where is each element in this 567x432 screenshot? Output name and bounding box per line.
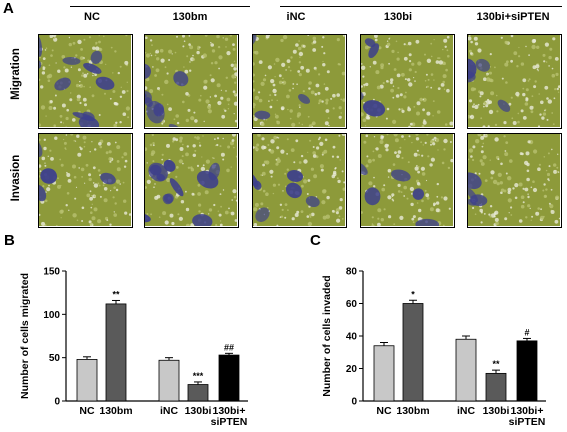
y-tick-label: 80 xyxy=(346,267,358,278)
significance-label: # xyxy=(524,327,529,337)
bar xyxy=(105,303,127,402)
x-tick-label: 130bi+ xyxy=(213,405,246,417)
bar xyxy=(516,340,538,402)
micrograph-invasion-2 xyxy=(252,133,347,228)
y-tick-label: 0 xyxy=(54,397,60,408)
micrograph-migration-4 xyxy=(467,34,562,129)
y-tick-label: 50 xyxy=(49,353,61,364)
micrograph-invasion-3 xyxy=(360,133,455,228)
y-tick-label: 100 xyxy=(43,310,60,321)
x-tick-label: iNC xyxy=(457,405,476,417)
bar xyxy=(218,354,240,402)
x-tick-label: NC xyxy=(376,405,392,417)
y-tick-label: 20 xyxy=(346,364,358,375)
x-tick-label: 130bm xyxy=(396,405,429,417)
micrograph-migration-1 xyxy=(144,34,239,129)
x-tick-label: 130bi+ xyxy=(511,405,544,417)
bar xyxy=(76,359,98,402)
x-tick-label: iNC xyxy=(160,405,179,417)
x-tick-label: 130bm xyxy=(99,405,132,417)
y-tick-label: 60 xyxy=(346,299,358,310)
significance-label: *** xyxy=(193,371,204,381)
x-tick-label: NC xyxy=(79,405,95,417)
bar xyxy=(187,384,209,402)
micrograph-invasion-1 xyxy=(144,133,239,228)
panel-a-letter: A xyxy=(3,0,14,17)
significance-label: ** xyxy=(112,289,120,299)
chart-cells-invaded: 0 20 40 60 80 Number of cells invaded NC * 130bm… xyxy=(321,267,546,428)
micrograph-invasion-0 xyxy=(38,133,133,228)
bar xyxy=(455,338,477,402)
x-tick-label: siPTEN xyxy=(211,416,248,428)
significance-label: * xyxy=(411,289,415,299)
significance-label: ## xyxy=(224,342,234,352)
y-axis-label: Number of cells migrated xyxy=(19,273,31,399)
bar xyxy=(485,372,507,402)
panel-c-letter: C xyxy=(310,232,321,249)
column-label-inc: iNC xyxy=(286,11,306,23)
y-tick-label: 0 xyxy=(351,397,357,408)
chart-cells-migrated: 0 50 100 150 Number of cells migrated NC ** 130… xyxy=(19,267,248,428)
x-tick-label: 130bi xyxy=(185,405,212,417)
micrograph-migration-2 xyxy=(252,34,347,129)
bar xyxy=(158,359,180,402)
y-tick-label: 40 xyxy=(346,332,358,343)
bar xyxy=(373,345,395,402)
y-tick-label: 150 xyxy=(43,267,60,278)
row-label-migration: Migration xyxy=(10,48,22,100)
micrograph-invasion-4 xyxy=(467,133,562,228)
x-tick-label: 130bi xyxy=(483,405,510,417)
group-line-right xyxy=(280,6,562,7)
micrograph-migration-3 xyxy=(360,34,455,129)
y-axis-label: Number of cells invaded xyxy=(321,275,333,396)
column-label-130bi: 130bi xyxy=(383,11,413,23)
column-label-130bm: 130bm xyxy=(172,11,208,23)
group-line-left xyxy=(70,6,250,7)
micrograph-migration-0 xyxy=(38,34,133,129)
column-label-130bi-sipten: 130bi+siPTEN xyxy=(476,11,550,23)
x-tick-label: siPTEN xyxy=(509,416,546,428)
column-label-nc: NC xyxy=(84,11,100,23)
row-label-invasion: Invasion xyxy=(10,154,22,202)
significance-label: ** xyxy=(492,359,500,369)
bar xyxy=(402,303,424,402)
panel-b-letter: B xyxy=(4,232,15,249)
